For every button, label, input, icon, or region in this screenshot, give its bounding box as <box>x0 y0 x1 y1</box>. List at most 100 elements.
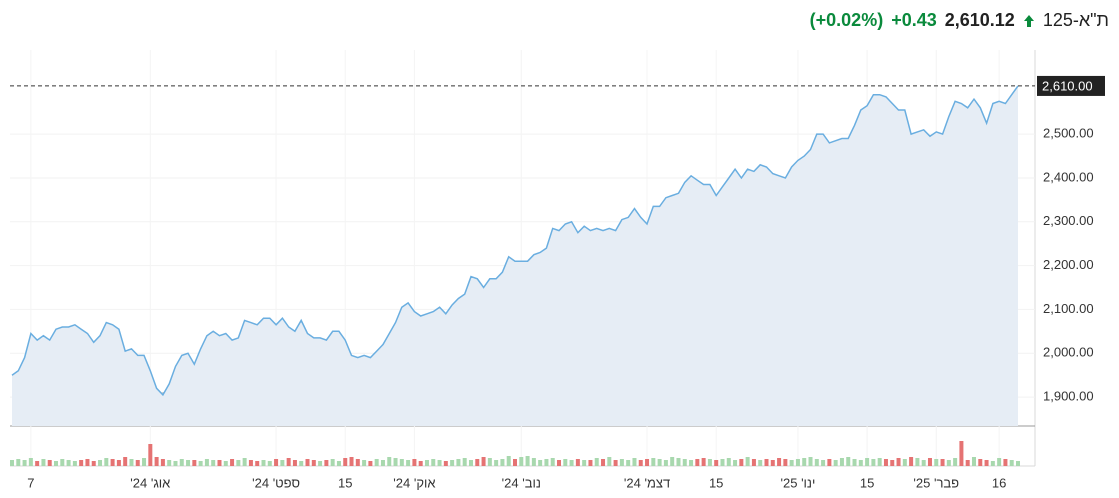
volume-bar <box>160 459 165 466</box>
volume-bar <box>519 457 524 466</box>
volume-bar <box>506 456 511 466</box>
price-line <box>11 85 1019 397</box>
volume-bar <box>330 459 335 466</box>
volume-bar <box>594 458 599 466</box>
volume-bar <box>198 461 203 466</box>
volume-bar <box>865 458 870 466</box>
volume-bar <box>758 460 763 466</box>
volume-bar <box>47 460 52 466</box>
volume-bar <box>764 459 769 466</box>
volume-bar <box>984 460 989 466</box>
volume-bar <box>368 461 373 466</box>
volume-bar <box>274 459 279 466</box>
volume-bar <box>399 459 404 466</box>
volume-bar <box>670 457 675 466</box>
volume-bar <box>783 459 788 466</box>
volume-bar <box>689 460 694 466</box>
volume-bar <box>462 458 467 466</box>
header: ת"א-125 2,610.12 +0.43 (+0.02%) <box>810 10 1109 31</box>
volume-bar <box>1009 460 1014 466</box>
volume-bar <box>35 461 40 466</box>
volume-bar <box>255 461 260 466</box>
volume-bar <box>934 459 939 466</box>
price-area <box>12 85 1018 427</box>
volume-bar <box>60 459 65 466</box>
volume-bar <box>569 460 574 466</box>
volume-bar <box>940 459 945 466</box>
volume-bar <box>538 460 543 466</box>
volume-bar <box>167 460 172 466</box>
volume-bar <box>311 460 316 466</box>
volume-bar <box>525 456 530 466</box>
volume-bar <box>626 460 631 466</box>
volume-bar <box>619 459 624 466</box>
volume-bar <box>544 459 549 466</box>
volume-bar <box>846 457 851 466</box>
volume-bar <box>513 459 517 466</box>
volume-bar <box>443 461 448 466</box>
last-price-box <box>1037 75 1105 96</box>
volume-bar <box>997 458 1002 466</box>
volume-bar <box>123 457 128 466</box>
volume-bar <box>720 459 725 466</box>
volume-bar <box>54 461 59 466</box>
volume-bar <box>85 459 90 466</box>
volume-bar <box>481 457 486 466</box>
volume-bar <box>959 441 964 466</box>
volume-bar <box>142 458 147 466</box>
x-tick-label: נוב' 24' <box>502 475 541 490</box>
volume-bar <box>22 460 27 466</box>
volume-bar <box>733 460 738 466</box>
volume-bar <box>242 458 247 466</box>
volume-bar <box>707 459 712 466</box>
volume-bar <box>607 457 612 466</box>
volume-bar <box>487 458 492 466</box>
index-name: ת"א-125 <box>1042 10 1109 30</box>
x-tick-label: 7 <box>27 475 34 490</box>
volume-bar <box>211 460 216 466</box>
volume-bar <box>777 458 782 466</box>
y-tick-label: 2,400.00 <box>1043 169 1094 184</box>
last-price-label: 2,610.00 <box>1042 78 1093 93</box>
x-tick-label: דצמ' 24' <box>624 475 670 490</box>
volume-bar <box>217 460 222 466</box>
volume-bar <box>550 458 555 466</box>
volume-bar <box>431 459 436 466</box>
volume-bar <box>280 460 285 466</box>
volume-bar <box>204 459 209 466</box>
volume-bar <box>726 458 731 466</box>
volume-bar <box>110 459 115 466</box>
up-arrow <box>1023 14 1034 27</box>
volume-bar <box>877 458 882 466</box>
volume-bar <box>154 457 159 466</box>
x-tick-label: פבר' 25' <box>913 475 959 490</box>
volume-bar <box>582 460 587 466</box>
x-tick-label: 16 <box>992 475 1006 490</box>
volume-bar <box>883 459 888 466</box>
volume-bar <box>173 461 178 466</box>
volume-bar <box>355 459 360 466</box>
volume-bar <box>343 458 348 466</box>
volume-bar <box>286 458 291 466</box>
volume-bar <box>248 460 253 466</box>
volume-bar <box>682 459 687 466</box>
volume-bar <box>349 457 354 466</box>
volume-bar <box>475 459 480 466</box>
volume-bar <box>292 460 297 466</box>
volume-bar <box>701 458 706 466</box>
volume-bar <box>802 458 807 466</box>
volume-bar <box>418 461 423 466</box>
volume-bar <box>890 460 895 466</box>
x-tick-label: ספט' 24' <box>252 475 300 490</box>
volume-bar <box>953 458 958 466</box>
volume-bar <box>638 460 643 466</box>
volume-bar <box>971 457 976 466</box>
volume-bar <box>927 458 932 466</box>
volume-bar <box>695 459 700 466</box>
x-tick-label: אוק' 24' <box>393 475 435 490</box>
y-tick-label: 2,500.00 <box>1043 126 1094 141</box>
volume-bar <box>871 459 876 466</box>
volume-bar <box>324 460 329 466</box>
volume-bar <box>575 459 580 466</box>
